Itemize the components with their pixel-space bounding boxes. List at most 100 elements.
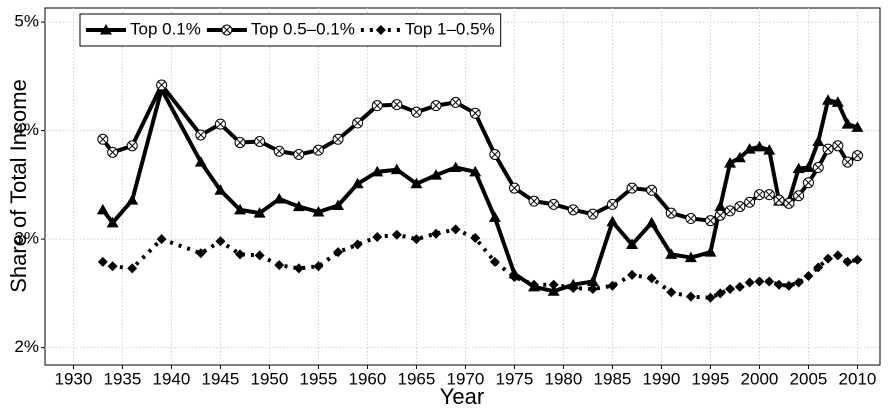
x-tick-label: 1935 xyxy=(104,369,142,388)
marker xyxy=(743,143,756,154)
x-tick-label: 1955 xyxy=(300,369,338,388)
marker xyxy=(430,100,442,112)
marker xyxy=(234,203,247,215)
marker xyxy=(764,276,775,287)
y-tick-label: 2% xyxy=(14,337,39,356)
marker xyxy=(254,136,266,147)
marker xyxy=(253,207,266,218)
marker xyxy=(725,284,736,295)
marker xyxy=(97,256,108,267)
marker xyxy=(831,96,844,107)
marker xyxy=(312,144,324,156)
x-tick-label: 1985 xyxy=(594,369,632,388)
marker xyxy=(235,249,246,260)
marker xyxy=(744,196,756,208)
marker xyxy=(753,189,765,201)
marker xyxy=(685,291,696,302)
marker xyxy=(812,135,825,146)
marker xyxy=(450,96,462,108)
x-tick-label: 2000 xyxy=(741,369,779,388)
marker xyxy=(96,203,109,215)
marker xyxy=(292,200,305,212)
marker xyxy=(842,256,853,267)
marker xyxy=(195,248,206,259)
marker xyxy=(685,213,697,224)
marker xyxy=(234,137,246,148)
marker xyxy=(627,269,638,280)
series-line xyxy=(102,227,858,300)
y-tick-label: 3% xyxy=(14,229,39,248)
marker xyxy=(792,162,805,174)
legend-label: Top 1–0.5% xyxy=(405,19,495,38)
y-tick-label: 5% xyxy=(14,12,39,31)
marker xyxy=(126,194,139,205)
x-tick-label: 1980 xyxy=(545,369,583,388)
marker xyxy=(548,198,560,210)
marker xyxy=(372,231,383,242)
marker xyxy=(666,287,677,298)
marker xyxy=(734,201,746,212)
marker xyxy=(774,279,785,290)
marker xyxy=(352,117,364,129)
marker xyxy=(812,162,824,173)
marker xyxy=(332,133,344,145)
marker xyxy=(802,177,814,189)
plot-area xyxy=(44,7,881,366)
marker xyxy=(107,146,119,158)
x-tick-label: 1990 xyxy=(643,369,681,388)
x-axis-title: Year xyxy=(440,384,484,409)
legend-marker xyxy=(100,24,112,35)
marker xyxy=(509,272,520,283)
marker xyxy=(529,279,540,290)
marker xyxy=(371,100,383,112)
marker xyxy=(126,140,138,152)
marker xyxy=(733,151,746,163)
marker xyxy=(744,277,755,288)
marker xyxy=(273,192,286,204)
marker xyxy=(626,182,638,194)
marker xyxy=(587,284,598,295)
x-tick-label: 1950 xyxy=(251,369,289,388)
marker xyxy=(714,200,727,212)
marker xyxy=(783,197,795,209)
marker xyxy=(489,256,500,267)
legend-marker xyxy=(375,25,386,35)
y-axis-title: Share of Total Income xyxy=(6,79,31,293)
marker xyxy=(488,211,501,222)
marker xyxy=(852,254,863,265)
marker xyxy=(763,189,775,201)
marker xyxy=(822,94,835,105)
marker xyxy=(803,271,814,282)
marker xyxy=(508,182,520,194)
x-tick-label: 1995 xyxy=(692,369,730,388)
marker xyxy=(97,133,109,145)
marker xyxy=(293,149,305,160)
marker xyxy=(450,224,461,235)
legend-box xyxy=(79,13,502,47)
marker xyxy=(842,156,854,168)
marker xyxy=(851,121,864,132)
marker xyxy=(107,261,118,272)
marker xyxy=(273,145,285,157)
legend-marker xyxy=(221,24,233,36)
marker xyxy=(802,161,815,173)
marker xyxy=(156,234,167,245)
marker xyxy=(528,195,540,207)
marker xyxy=(754,276,765,287)
marker xyxy=(783,280,794,291)
marker xyxy=(390,163,403,175)
marker xyxy=(773,194,785,206)
marker xyxy=(215,236,226,247)
marker xyxy=(106,216,119,228)
marker xyxy=(391,99,403,110)
x-tick-label: 1965 xyxy=(398,369,436,388)
marker xyxy=(214,118,226,130)
x-tick-label: 1940 xyxy=(153,369,191,388)
marker xyxy=(704,246,717,257)
marker xyxy=(470,233,481,244)
x-tick-label: 1975 xyxy=(496,369,534,388)
marker xyxy=(841,118,854,129)
marker xyxy=(646,184,658,196)
marker xyxy=(352,239,363,250)
marker xyxy=(646,273,657,284)
